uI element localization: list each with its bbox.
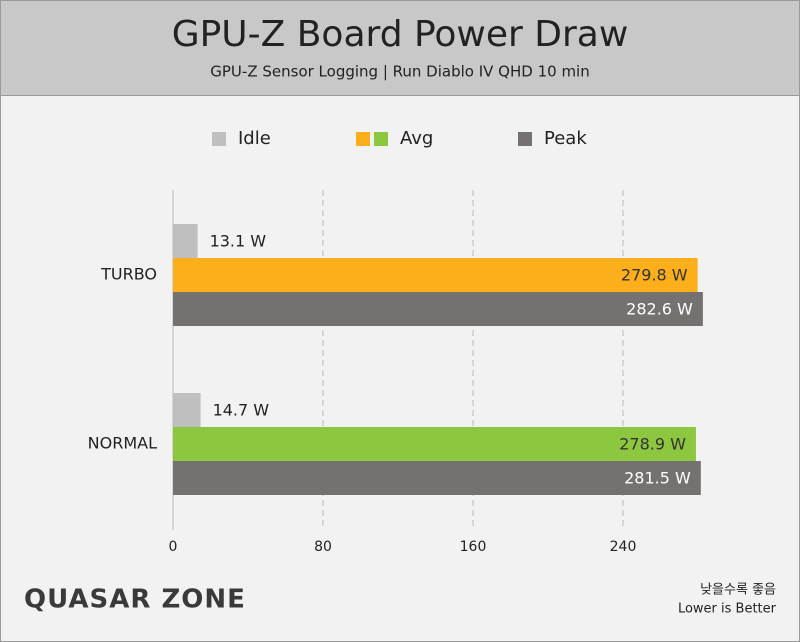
x-tick-label: 80 [314,539,332,555]
bar [173,461,701,495]
bar [173,224,198,258]
legend-swatch [374,132,388,146]
value-label: 282.6 W [626,300,693,319]
legend-label: Avg [400,128,433,149]
value-label: 13.1 W [210,232,267,251]
legend-label: Peak [544,128,587,149]
bar [173,427,696,461]
chart-title: GPU-Z Board Power Draw [172,14,629,55]
note: Lower is Better [678,602,777,617]
value-label: 281.5 W [624,469,691,488]
y-tick-label: NORMAL [88,434,157,453]
legend-swatch [212,132,226,146]
note: 낮을수록 좋음 [700,583,776,598]
bar [173,258,698,292]
value-label: 278.9 W [619,435,686,454]
value-label: 279.8 W [621,266,688,285]
legend-swatch [356,132,370,146]
legend-label: Idle [238,128,271,149]
bar [173,393,201,427]
bar [173,292,703,326]
y-tick-label: TURBO [100,265,157,284]
x-tick-label: 0 [169,539,178,555]
x-tick-label: 240 [610,539,637,555]
chart-subtitle: GPU-Z Sensor Logging | Run Diablo IV QHD… [210,63,589,81]
value-label: 14.7 W [213,401,270,420]
logo: QUASAR ZONE [24,585,246,615]
legend-swatch [518,132,532,146]
header [0,0,800,96]
x-tick-label: 160 [460,539,487,555]
